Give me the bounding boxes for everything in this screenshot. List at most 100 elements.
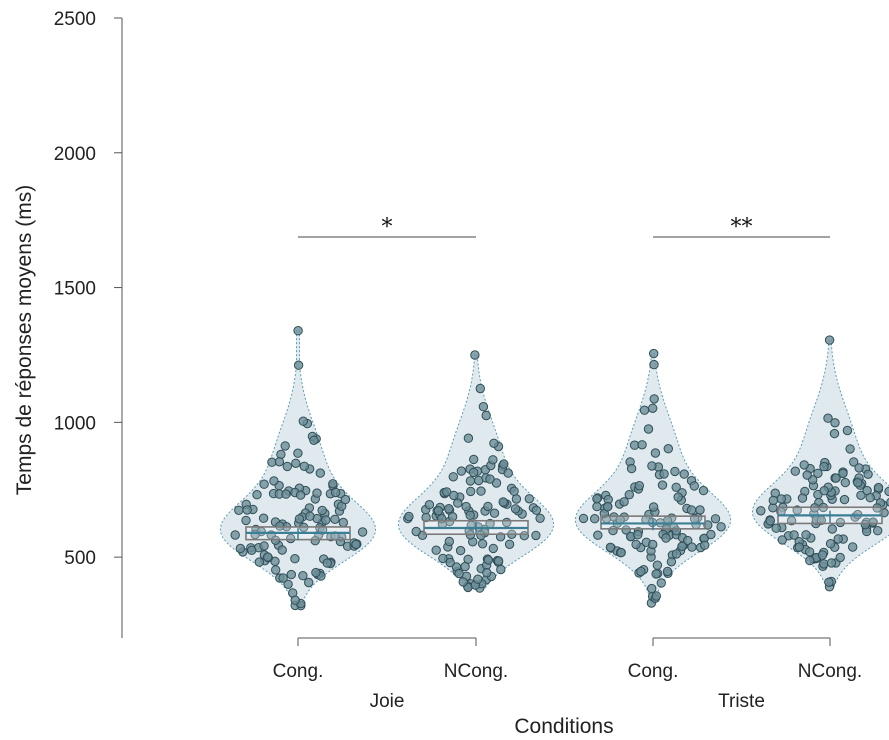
data-point bbox=[482, 568, 492, 578]
violin bbox=[219, 330, 377, 607]
data-point bbox=[863, 469, 873, 479]
data-point bbox=[330, 514, 340, 524]
data-point bbox=[639, 405, 650, 415]
data-point bbox=[263, 552, 273, 562]
data-point bbox=[698, 485, 709, 496]
x-category-label: Cong. bbox=[628, 661, 679, 682]
data-point bbox=[636, 566, 646, 577]
data-point bbox=[290, 554, 300, 564]
data-point bbox=[873, 526, 883, 536]
data-point bbox=[465, 476, 476, 486]
data-point bbox=[648, 539, 658, 550]
data-point bbox=[298, 571, 308, 581]
data-point bbox=[819, 486, 829, 496]
data-point bbox=[468, 467, 479, 478]
data-point bbox=[321, 515, 331, 525]
data-point bbox=[277, 545, 287, 555]
data-point bbox=[445, 557, 455, 568]
data-point bbox=[677, 541, 687, 551]
data-point bbox=[283, 579, 293, 589]
data-point bbox=[592, 501, 602, 512]
x-axis-title: Conditions bbox=[514, 715, 613, 738]
data-point bbox=[777, 535, 787, 545]
data-point bbox=[290, 595, 300, 605]
data-point bbox=[651, 591, 661, 601]
data-point bbox=[458, 577, 468, 587]
data-point bbox=[801, 530, 811, 540]
data-point bbox=[603, 502, 613, 512]
y-axis-title: Temps de réponses moyens (ms) bbox=[13, 185, 36, 495]
data-point bbox=[312, 488, 322, 498]
data-point bbox=[671, 482, 681, 492]
data-point bbox=[578, 513, 589, 524]
data-point bbox=[659, 469, 669, 479]
data-point bbox=[756, 506, 766, 516]
data-point bbox=[509, 486, 519, 496]
data-point bbox=[661, 533, 671, 543]
data-point bbox=[605, 542, 616, 552]
data-point bbox=[524, 494, 534, 504]
data-point bbox=[835, 552, 845, 563]
data-point bbox=[633, 530, 643, 540]
data-point bbox=[531, 505, 542, 515]
data-point bbox=[235, 543, 246, 554]
data-point bbox=[481, 410, 491, 421]
data-point bbox=[275, 521, 285, 531]
data-point bbox=[657, 480, 668, 490]
data-point bbox=[884, 486, 889, 497]
data-point bbox=[829, 428, 840, 439]
data-point bbox=[856, 490, 866, 500]
data-point bbox=[797, 493, 808, 503]
data-point bbox=[330, 487, 341, 498]
data-point bbox=[271, 565, 281, 575]
data-point bbox=[234, 505, 244, 515]
data-point bbox=[649, 348, 659, 359]
data-point bbox=[765, 516, 775, 526]
data-point bbox=[241, 515, 251, 526]
data-point bbox=[304, 577, 314, 588]
significance-label: * bbox=[382, 215, 393, 240]
data-point bbox=[493, 556, 504, 566]
data-point bbox=[624, 490, 634, 500]
data-point bbox=[274, 457, 285, 467]
data-point bbox=[686, 505, 697, 515]
axes: 500 1000 1500 2000 2500 Cong. NCong. Joie Cong. N… bbox=[54, 9, 862, 712]
data-point bbox=[295, 490, 306, 500]
data-point bbox=[476, 530, 486, 540]
data-point bbox=[317, 505, 327, 516]
data-point bbox=[860, 519, 870, 530]
data-point bbox=[453, 498, 463, 508]
data-point bbox=[842, 425, 853, 436]
data-point bbox=[805, 555, 815, 566]
y-tick-label: 2500 bbox=[54, 9, 96, 30]
data-point bbox=[794, 542, 804, 552]
violins bbox=[219, 330, 889, 607]
x-category-label: NCong. bbox=[798, 661, 862, 682]
data-point bbox=[616, 547, 626, 558]
data-point bbox=[404, 511, 414, 522]
data-point bbox=[444, 504, 454, 514]
data-point bbox=[463, 433, 474, 443]
data-point bbox=[340, 494, 351, 505]
significance-annotations: * ** bbox=[298, 215, 830, 240]
y-tick-label: 500 bbox=[64, 548, 96, 569]
data-point bbox=[461, 501, 471, 512]
data-point bbox=[648, 403, 658, 413]
data-point bbox=[259, 541, 269, 551]
data-point bbox=[281, 489, 291, 499]
data-point bbox=[411, 526, 421, 537]
data-point bbox=[592, 494, 602, 504]
data-point bbox=[849, 457, 859, 467]
data-point bbox=[489, 438, 499, 448]
data-point bbox=[230, 530, 240, 540]
data-point bbox=[338, 517, 348, 528]
data-point bbox=[776, 494, 786, 504]
data-point bbox=[853, 478, 863, 488]
data-point bbox=[671, 549, 682, 559]
data-point bbox=[483, 501, 493, 512]
data-point bbox=[293, 448, 303, 458]
data-point bbox=[504, 539, 515, 549]
data-point bbox=[593, 530, 603, 540]
data-point bbox=[819, 559, 829, 569]
